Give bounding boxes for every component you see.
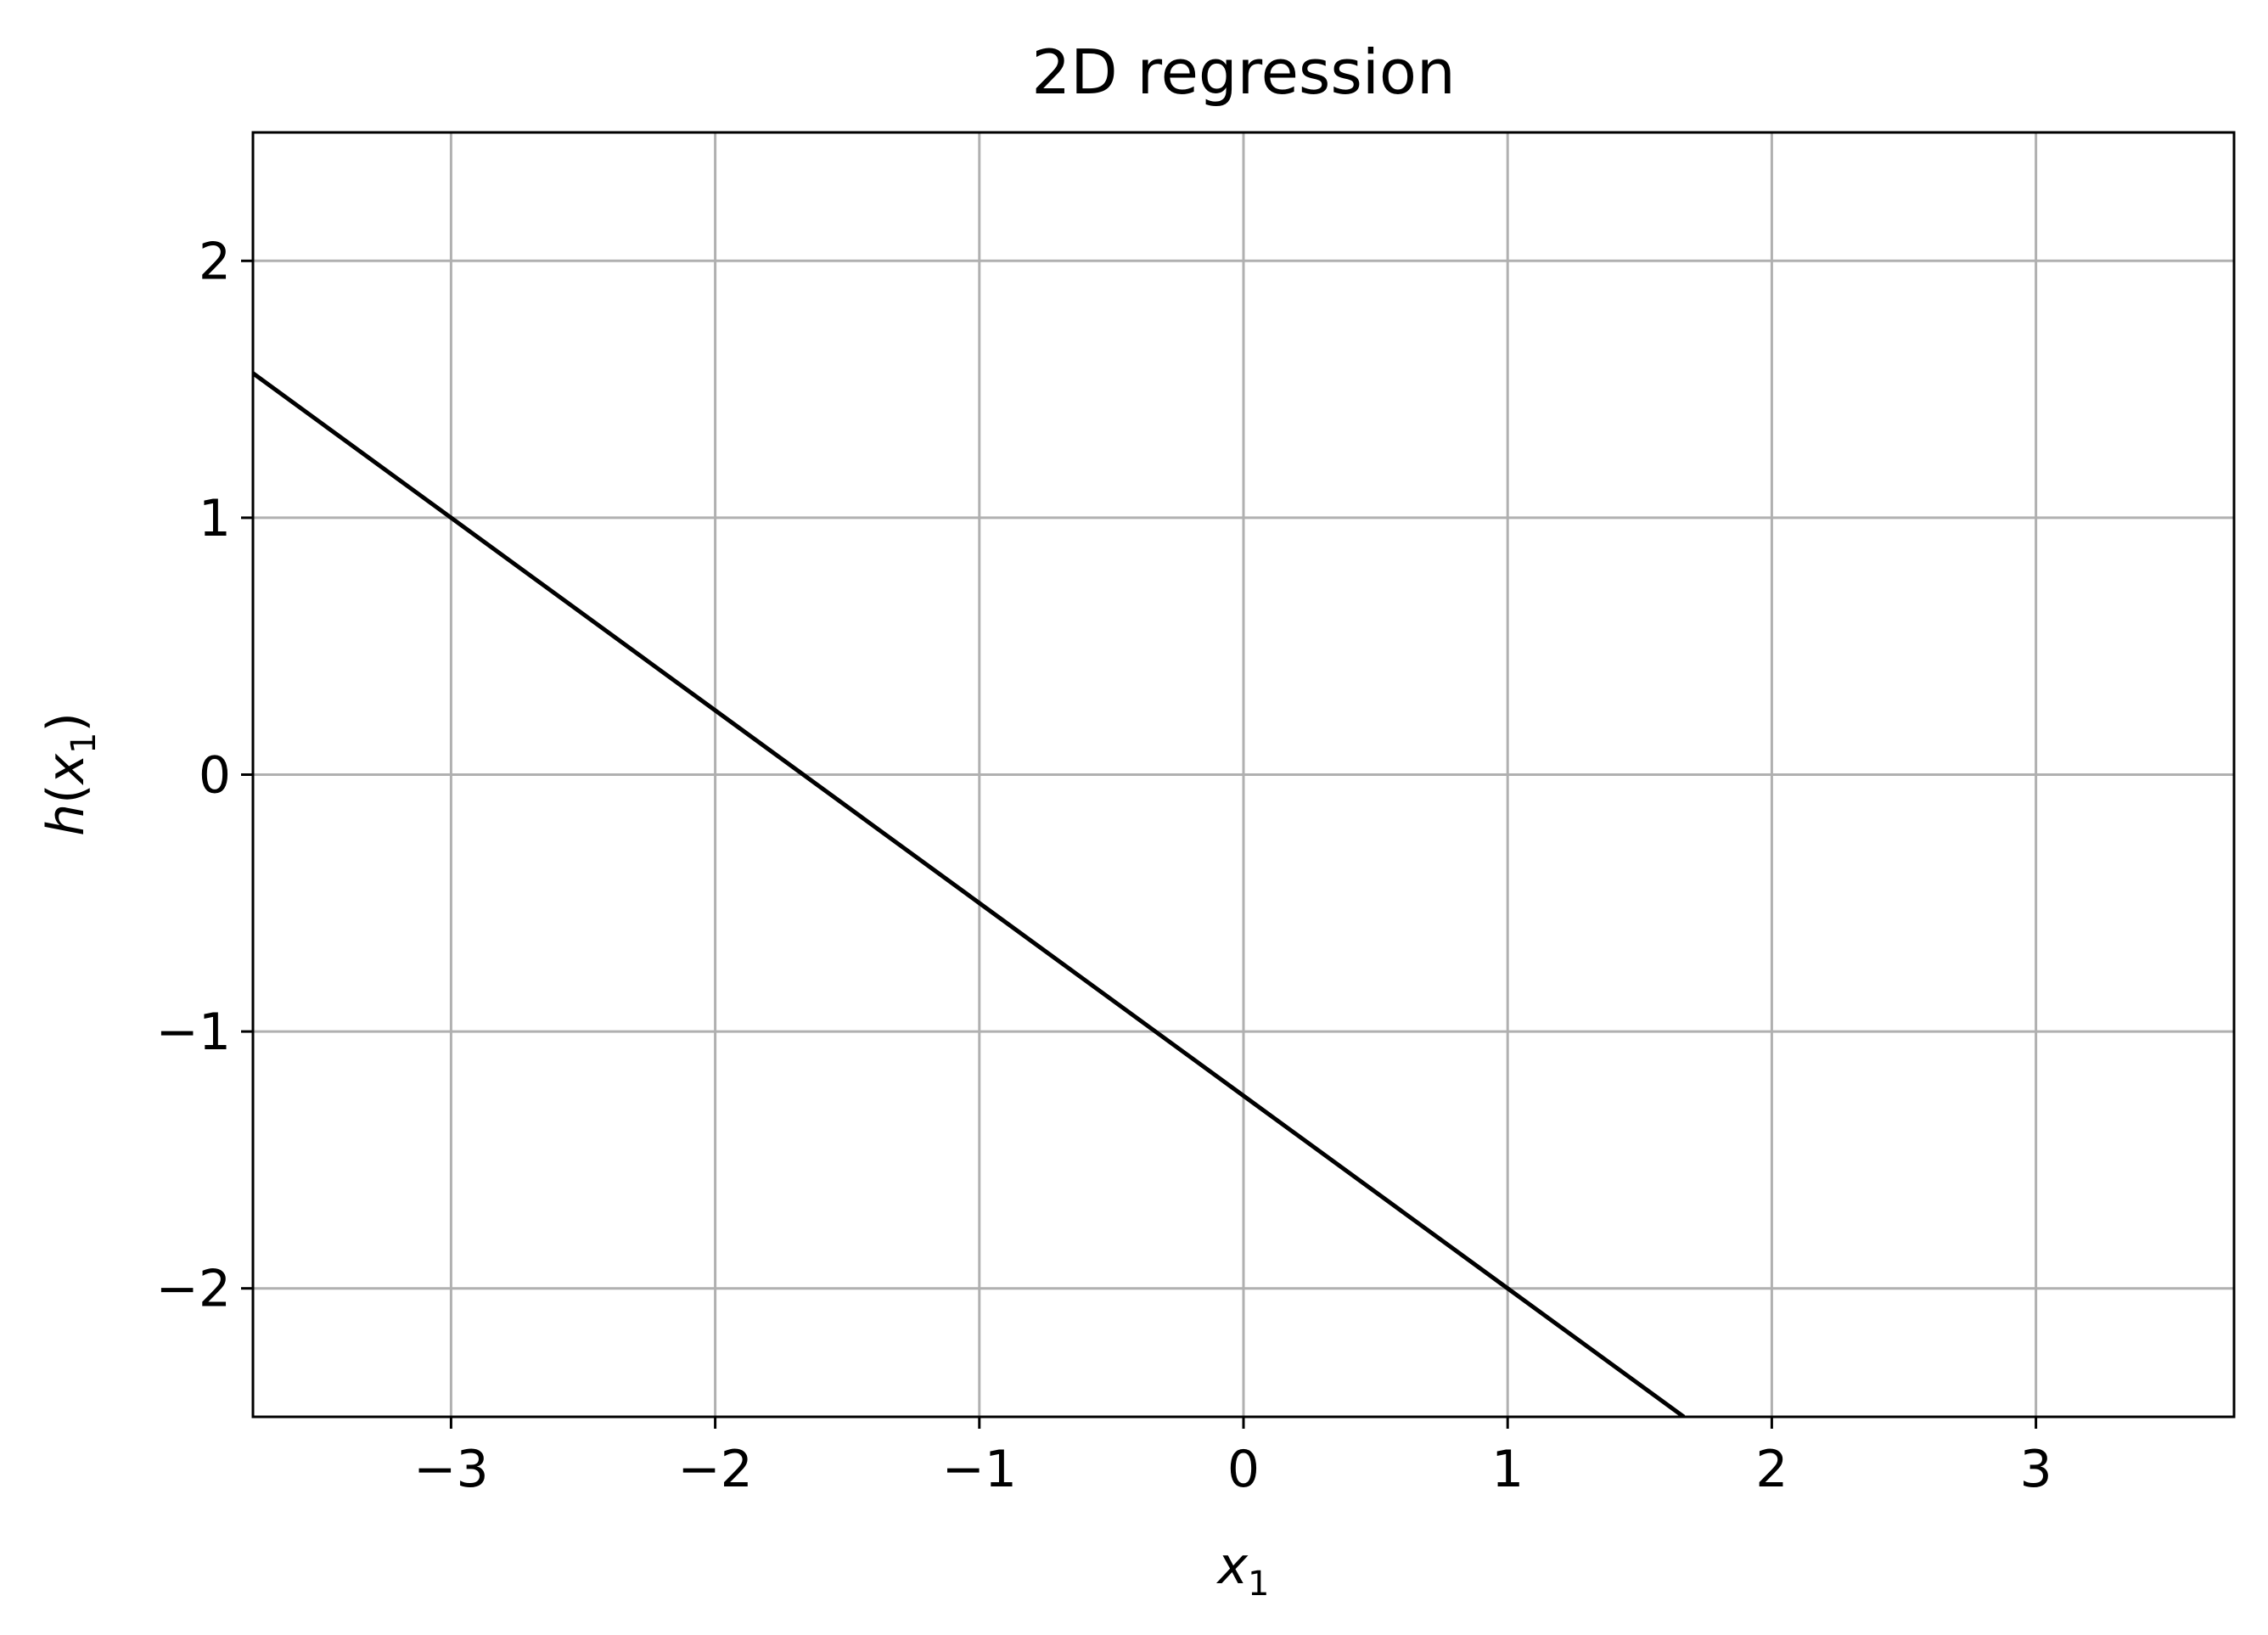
x-tick-label-2: −1	[942, 1440, 1017, 1499]
y-tick-label-4: 2	[199, 232, 231, 291]
y-axis-label: h(x1)	[36, 712, 104, 836]
y-tick-label-1: −1	[156, 1003, 231, 1062]
x-tick-label-3: 0	[1227, 1440, 1260, 1499]
ticks: −3 −2 −1 0 1 2 3 −2 −1 0 1 2	[156, 232, 2052, 1499]
y-axis-label-var: x	[36, 753, 96, 785]
chart-title: 2D regression	[1031, 37, 1455, 108]
x-tick-label-5: 2	[1755, 1440, 1788, 1499]
x-tick-label-4: 1	[1491, 1440, 1524, 1499]
y-axis-label-sub: 1	[65, 733, 104, 754]
y-axis-label-close: )	[36, 712, 96, 732]
x-axis-label: x1	[1216, 1537, 1270, 1604]
y-tick-label-2: 0	[199, 746, 231, 806]
x-tick-label-1: −2	[677, 1440, 752, 1499]
x-tick-label-0: −3	[413, 1440, 488, 1499]
series-layer	[253, 371, 1686, 1417]
series-line-0	[253, 371, 1686, 1417]
y-axis-label-func: h	[36, 804, 96, 836]
y-tick-label-3: 1	[199, 489, 231, 548]
y-tick-label-0: −2	[156, 1260, 231, 1319]
x-tick-label-6: 3	[2020, 1440, 2052, 1499]
x-axis-label-main: x	[1216, 1537, 1249, 1596]
grid	[253, 132, 2234, 1417]
x-axis-label-sub: 1	[1248, 1565, 1269, 1604]
y-axis-label-open: (	[36, 784, 96, 803]
